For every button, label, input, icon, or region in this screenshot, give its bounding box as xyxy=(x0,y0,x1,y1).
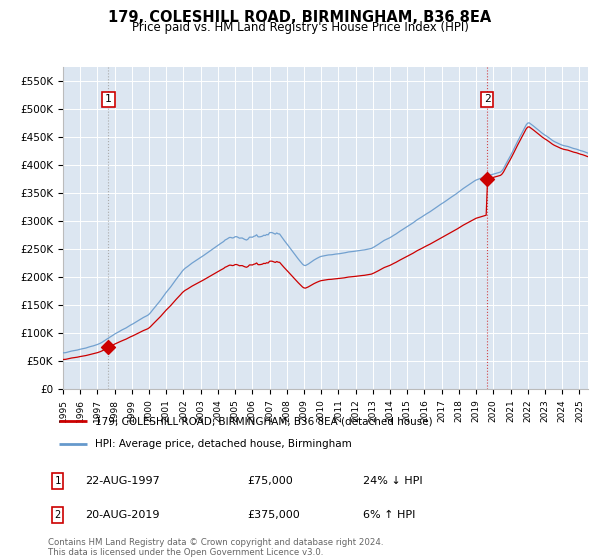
Point xyxy=(482,175,492,184)
Text: £375,000: £375,000 xyxy=(248,510,300,520)
Text: 2: 2 xyxy=(55,510,61,520)
Point xyxy=(104,343,113,352)
Text: HPI: Average price, detached house, Birmingham: HPI: Average price, detached house, Birm… xyxy=(95,439,352,449)
Text: 1: 1 xyxy=(55,476,61,486)
Text: 20-AUG-2019: 20-AUG-2019 xyxy=(85,510,159,520)
Text: Price paid vs. HM Land Registry's House Price Index (HPI): Price paid vs. HM Land Registry's House … xyxy=(131,21,469,34)
Text: 22-AUG-1997: 22-AUG-1997 xyxy=(85,476,160,486)
Text: 1: 1 xyxy=(105,95,112,104)
Text: Contains HM Land Registry data © Crown copyright and database right 2024.
This d: Contains HM Land Registry data © Crown c… xyxy=(48,538,383,557)
Text: 24% ↓ HPI: 24% ↓ HPI xyxy=(363,476,422,486)
Text: £75,000: £75,000 xyxy=(248,476,293,486)
Text: 2: 2 xyxy=(484,95,491,104)
Text: 179, COLESHILL ROAD, BIRMINGHAM, B36 8EA (detached house): 179, COLESHILL ROAD, BIRMINGHAM, B36 8EA… xyxy=(95,416,433,426)
Text: 6% ↑ HPI: 6% ↑ HPI xyxy=(363,510,415,520)
Text: 179, COLESHILL ROAD, BIRMINGHAM, B36 8EA: 179, COLESHILL ROAD, BIRMINGHAM, B36 8EA xyxy=(109,10,491,25)
